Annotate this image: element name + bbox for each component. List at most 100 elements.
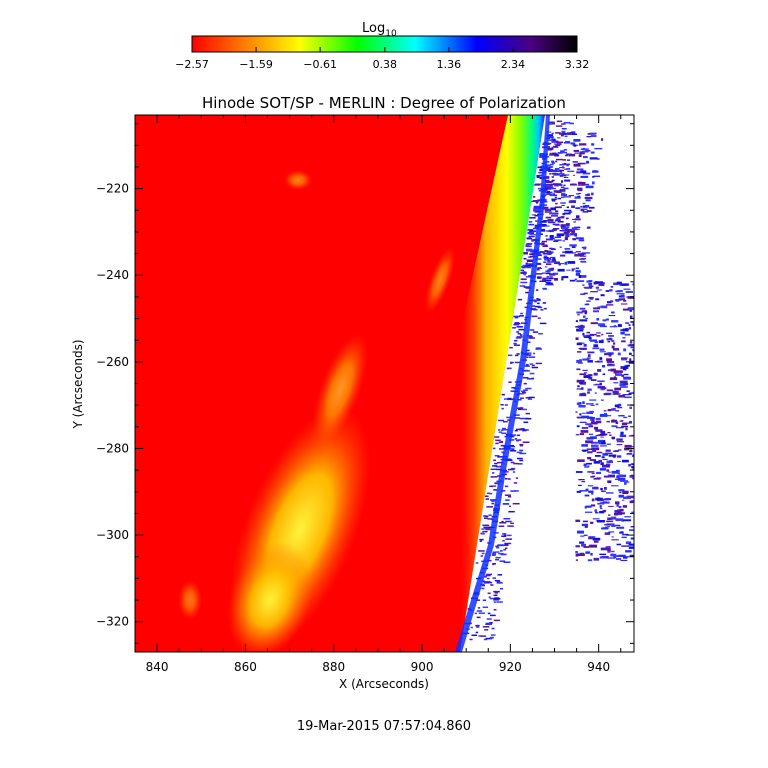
noise-pixel	[621, 283, 629, 286]
noise-pixel	[577, 184, 585, 186]
noise-pixel	[606, 415, 612, 417]
noise-pixel	[578, 239, 585, 242]
noise-pixel	[501, 535, 507, 537]
noise-pixel	[544, 179, 550, 182]
noise-pixel	[501, 407, 504, 410]
noise-pixel	[547, 180, 554, 183]
noise-pixel	[618, 494, 624, 498]
noise-pixel	[545, 235, 548, 237]
noise-pixel	[562, 159, 567, 161]
noise-pixel	[550, 183, 556, 186]
noise-pixel	[543, 307, 547, 310]
noise-pixel	[630, 526, 634, 528]
noise-pixel	[525, 244, 530, 246]
noise-pixel	[550, 267, 555, 271]
noise-pixel	[580, 206, 583, 208]
noise-pixel	[597, 380, 605, 382]
noise-pixel	[531, 315, 538, 318]
noise-pixel	[629, 352, 632, 355]
noise-pixel	[616, 441, 625, 443]
noise-pixel	[594, 361, 600, 363]
noise-pixel	[581, 523, 589, 527]
noise-pixel	[585, 488, 589, 492]
noise-pixel	[529, 230, 537, 232]
noise-pixel	[556, 142, 562, 146]
noise-pixel	[597, 520, 605, 523]
noise-pixel	[493, 608, 497, 611]
noise-pixel	[562, 251, 568, 254]
noise-pixel	[577, 314, 580, 316]
noise-pixel	[492, 552, 497, 555]
noise-pixel	[625, 290, 633, 293]
noise-pixel	[499, 550, 503, 552]
noise-pixel	[564, 179, 571, 182]
noise-pixel	[554, 160, 558, 163]
noise-pixel	[508, 495, 512, 498]
noise-pixel	[505, 538, 513, 540]
noise-pixel	[595, 281, 603, 284]
noise-pixel	[508, 510, 515, 513]
noise-pixel	[533, 206, 537, 209]
noise-pixel	[556, 141, 564, 144]
noise-pixel	[507, 478, 511, 480]
noise-pixel	[552, 223, 560, 226]
noise-pixel	[494, 436, 500, 438]
noise-pixel	[631, 463, 634, 466]
noise-pixel	[613, 282, 619, 286]
noise-pixel	[578, 190, 583, 192]
noise-pixel	[582, 147, 585, 150]
noise-pixel	[592, 175, 595, 178]
noise-pixel	[526, 248, 533, 252]
noise-pixel	[474, 612, 477, 615]
noise-pixel	[626, 364, 630, 367]
noise-pixel	[616, 469, 620, 472]
noise-pixel	[629, 309, 633, 312]
noise-pixel	[505, 459, 512, 461]
noise-pixel	[556, 233, 565, 237]
noise-pixel	[601, 490, 606, 493]
noise-pixel	[496, 601, 503, 603]
noise-pixel	[496, 466, 500, 468]
noise-pixel	[551, 132, 554, 135]
noise-pixel	[618, 395, 626, 398]
noise-pixel	[510, 461, 515, 464]
x-tick-label: 860	[234, 660, 257, 674]
noise-pixel	[551, 138, 556, 142]
noise-pixel	[514, 361, 521, 364]
noise-pixel	[585, 551, 591, 554]
noise-pixel	[600, 487, 603, 491]
noise-pixel	[521, 322, 528, 324]
noise-pixel	[595, 403, 599, 405]
noise-pixel	[566, 206, 569, 209]
noise-pixel	[616, 475, 620, 479]
noise-pixel	[626, 452, 633, 455]
noise-pixel	[579, 319, 588, 322]
noise-pixel	[617, 460, 621, 462]
noise-pixel	[629, 554, 634, 557]
noise-pixel	[535, 289, 539, 291]
noise-pixel	[554, 220, 560, 222]
noise-pixel	[545, 283, 549, 286]
noise-pixel	[501, 393, 505, 396]
noise-pixel	[577, 553, 585, 556]
noise-pixel	[613, 450, 619, 453]
colorbar-tick-label: 2.34	[501, 58, 526, 71]
noise-pixel	[611, 320, 619, 323]
noise-pixel	[572, 174, 576, 176]
noise-pixel	[600, 305, 608, 309]
noise-pixel	[506, 367, 510, 370]
noise-pixel	[528, 256, 532, 258]
noise-pixel	[614, 478, 619, 480]
noise-pixel	[586, 357, 591, 359]
noise-pixel	[580, 175, 589, 178]
noise-pixel	[607, 517, 613, 521]
noise-pixel	[615, 501, 620, 505]
noise-pixel	[617, 406, 623, 409]
noise-pixel	[612, 524, 621, 527]
noise-pixel	[555, 202, 558, 205]
noise-pixel	[520, 312, 524, 315]
noise-pixel	[606, 469, 610, 472]
noise-pixel	[615, 370, 623, 373]
noise-pixel	[602, 453, 609, 456]
